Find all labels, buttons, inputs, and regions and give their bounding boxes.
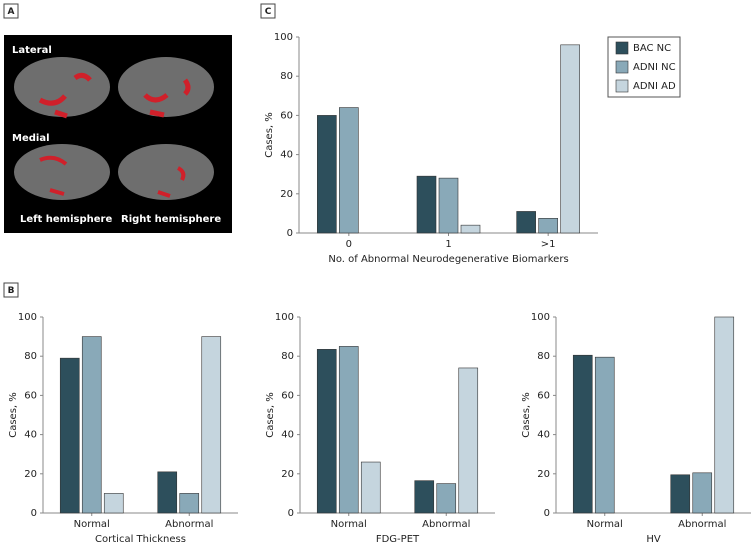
y-tick-label: 20: [24, 469, 37, 480]
bar: [670, 474, 691, 514]
brain: [14, 57, 110, 117]
x-axis-title: No. of Abnormal Neurodegenerative Biomar…: [328, 254, 568, 265]
legend-label: ADNI AD: [633, 81, 676, 92]
image-label: Lateral: [12, 45, 52, 56]
y-tick-label: 0: [31, 508, 37, 519]
y-tick-label: 0: [288, 508, 294, 519]
bar: [339, 107, 359, 234]
bar: [338, 346, 359, 514]
y-tick-label: 80: [24, 351, 37, 362]
bar: [360, 461, 381, 514]
y-tick-label: 40: [280, 150, 293, 161]
y-tick-label: 40: [281, 430, 294, 441]
bar: [414, 480, 435, 514]
bar: [436, 483, 457, 514]
y-axis-title: Cases, %: [264, 112, 275, 158]
panel-label-box: [260, 3, 276, 19]
x-axis-title: HV: [646, 534, 661, 545]
y-tick-label: 40: [24, 430, 37, 441]
bar: [59, 357, 80, 514]
bar: [201, 336, 222, 514]
y-tick-label: 20: [537, 469, 550, 480]
legend-swatch: [615, 79, 629, 93]
y-tick-label: 60: [280, 110, 293, 121]
bar: [458, 367, 479, 514]
bar: [594, 356, 615, 514]
y-tick-label: 60: [24, 390, 37, 401]
bar: [538, 218, 558, 234]
panel-label: B: [8, 286, 15, 296]
bar: [157, 471, 178, 514]
brain: [118, 57, 214, 117]
brain: [14, 144, 110, 200]
y-tick-label: 60: [281, 390, 294, 401]
y-axis-title: Cases, %: [265, 392, 276, 438]
panel-label-box: [3, 282, 19, 298]
brain: [118, 144, 214, 200]
bar: [516, 211, 536, 234]
y-tick-label: 100: [531, 312, 550, 323]
brain-image: Lateral Medial Left hemisphere Right hem…: [4, 35, 232, 233]
image-label: Medial: [12, 133, 50, 144]
x-tick-label: 1: [445, 239, 451, 250]
y-tick-label: 80: [280, 71, 293, 82]
bar: [81, 336, 102, 514]
highlight: [38, 72, 92, 119]
x-tick-label: Abnormal: [165, 519, 213, 530]
bar: [560, 44, 580, 234]
x-tick-label: >1: [541, 239, 556, 250]
highlight: [39, 155, 68, 196]
bar: [714, 316, 735, 514]
panel-label-box: [3, 3, 19, 19]
bar: [416, 175, 437, 234]
y-tick-label: 40: [537, 430, 550, 441]
panel-labels: A B C: [3, 3, 276, 298]
y-tick-label: 20: [280, 189, 293, 200]
x-tick-label: Normal: [331, 519, 367, 530]
x-tick-label: 0: [346, 239, 352, 250]
bar: [438, 177, 459, 234]
highlight: [143, 78, 191, 118]
image-label: Right hemisphere: [121, 214, 221, 225]
legend-swatch: [615, 41, 629, 55]
x-axis-title: Cortical Thickness: [95, 534, 186, 545]
y-tick-label: 0: [544, 508, 550, 519]
bar: [179, 493, 200, 514]
x-tick-label: Normal: [74, 519, 110, 530]
legend-swatch: [615, 60, 629, 74]
x-tick-label: Abnormal: [678, 519, 726, 530]
bar: [692, 472, 713, 514]
bar: [460, 224, 481, 234]
y-axis-title: Cases, %: [521, 392, 532, 438]
bar: [572, 354, 593, 514]
y-tick-label: 20: [281, 469, 294, 480]
panel-label: A: [8, 7, 15, 17]
y-tick-label: 60: [537, 390, 550, 401]
y-tick-label: 100: [274, 32, 293, 43]
x-axis-title: FDG-PET: [376, 534, 420, 545]
y-tick-label: 0: [287, 228, 293, 239]
y-tick-label: 100: [18, 312, 37, 323]
legend-label: ADNI NC: [633, 62, 676, 73]
x-tick-label: Normal: [587, 519, 623, 530]
panel-label: C: [265, 7, 272, 17]
y-tick-label: 100: [275, 312, 294, 323]
highlight: [157, 166, 186, 198]
legend-label: BAC NC: [633, 43, 671, 54]
bar: [317, 115, 337, 234]
y-tick-label: 80: [537, 351, 550, 362]
image-label: Left hemisphere: [20, 214, 112, 225]
x-tick-label: Abnormal: [422, 519, 470, 530]
y-axis-title: Cases, %: [8, 392, 19, 438]
bar: [103, 493, 124, 514]
y-tick-label: 80: [281, 351, 294, 362]
bar: [316, 349, 337, 514]
